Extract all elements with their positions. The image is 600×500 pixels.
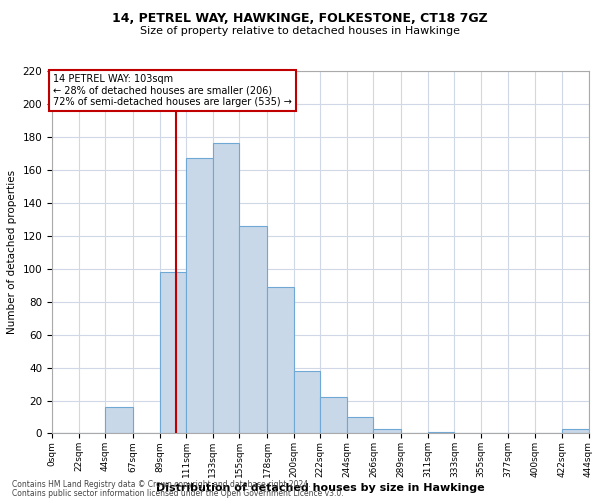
- Bar: [562, 428, 589, 434]
- Bar: [267, 287, 293, 434]
- Bar: [239, 226, 267, 434]
- Bar: [186, 158, 213, 434]
- Text: 14, PETREL WAY, HAWKINGE, FOLKESTONE, CT18 7GZ: 14, PETREL WAY, HAWKINGE, FOLKESTONE, CT…: [112, 12, 488, 26]
- Text: Contains HM Land Registry data © Crown copyright and database right 2024.: Contains HM Land Registry data © Crown c…: [12, 480, 311, 489]
- Text: Size of property relative to detached houses in Hawkinge: Size of property relative to detached ho…: [140, 26, 460, 36]
- Bar: [160, 272, 186, 434]
- Y-axis label: Number of detached properties: Number of detached properties: [7, 170, 17, 334]
- Text: Contains public sector information licensed under the Open Government Licence v3: Contains public sector information licen…: [12, 489, 344, 498]
- Bar: [347, 417, 373, 434]
- X-axis label: Distribution of detached houses by size in Hawkinge: Distribution of detached houses by size …: [156, 483, 485, 493]
- Bar: [428, 432, 454, 434]
- Bar: [105, 407, 133, 434]
- Bar: [293, 371, 320, 434]
- Bar: [373, 428, 401, 434]
- Bar: [213, 144, 239, 434]
- Bar: [320, 397, 347, 434]
- Text: 14 PETREL WAY: 103sqm
← 28% of detached houses are smaller (206)
72% of semi-det: 14 PETREL WAY: 103sqm ← 28% of detached …: [53, 74, 292, 108]
